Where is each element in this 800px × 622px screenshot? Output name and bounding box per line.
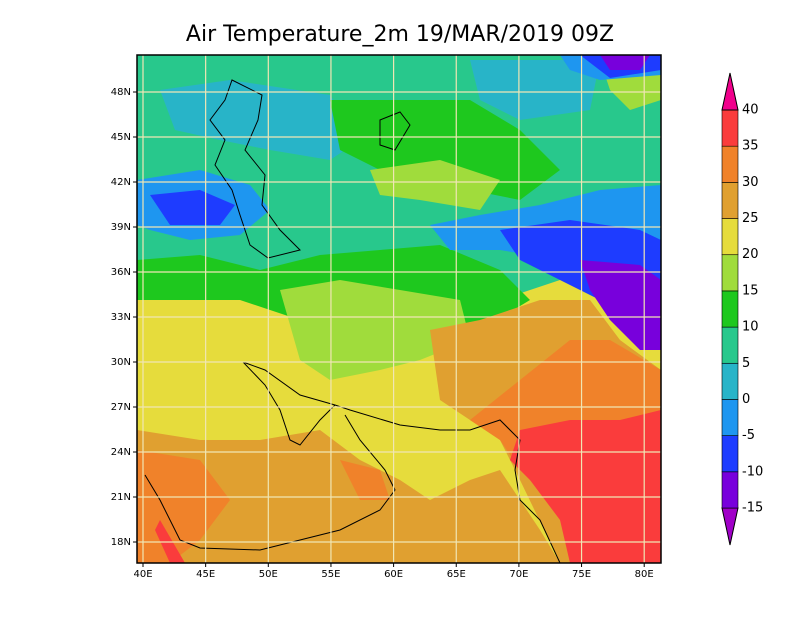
colorbar-label: -5 [742, 428, 755, 443]
colorbar-end [721, 72, 739, 111]
lat-tick-label: 39N [111, 222, 131, 233]
colorbar-band [721, 435, 739, 473]
colorbar-band [721, 145, 739, 183]
colorbar: -15 -10 -5 0 5 10 15 20 25 30 35 40 [721, 72, 763, 546]
region [580, 55, 661, 350]
colorbar-band [721, 254, 739, 292]
colorbar-band [721, 471, 739, 509]
colorbar-band [721, 182, 739, 219]
colorbar-band [721, 362, 739, 400]
region [160, 60, 600, 160]
lon-tick-label: 50E [259, 569, 278, 580]
colorbar-label: -10 [742, 464, 763, 479]
colorbar-band [721, 290, 739, 328]
region [150, 55, 661, 330]
colorbar-end [721, 507, 739, 546]
colorbar-label: 40 [742, 103, 759, 118]
lon-tick-label: 65E [447, 569, 466, 580]
colorbar-label: 10 [742, 320, 759, 335]
colorbar-label: 25 [742, 211, 759, 226]
map-frame [136, 54, 662, 564]
colorbar-label: 0 [742, 392, 750, 407]
lon-tick-label: 60E [384, 569, 403, 580]
colorbar-band [721, 109, 739, 147]
lon-tick-label: 70E [509, 569, 528, 580]
colorbar-band [721, 326, 739, 364]
title: Air Temperature_2m 19/MAR/2019 09Z [186, 22, 614, 47]
lat-tick-label: 42N [111, 177, 131, 188]
lon-tick-label: 55E [321, 569, 340, 580]
lat-tick-label: 27N [111, 402, 131, 413]
lon-tick-label: 40E [133, 569, 152, 580]
lon-tick-label: 75E [572, 569, 591, 580]
temperature-field [137, 55, 661, 563]
region [137, 340, 661, 563]
lat-tick-label: 48N [111, 87, 131, 98]
lat-tick-label: 30N [111, 357, 131, 368]
colorbar-label: 5 [742, 356, 750, 371]
lat-tick-label: 18N [111, 537, 131, 548]
lat-tick-label: 21N [111, 492, 131, 503]
colorbar-band [721, 218, 739, 256]
colorbar-label: 30 [742, 175, 759, 190]
colorbar-label: 20 [742, 247, 759, 262]
region [155, 410, 661, 563]
graticule [137, 55, 661, 563]
colorbar-label: 35 [742, 139, 759, 154]
region [280, 60, 661, 380]
lon-tick-label: 80E [635, 569, 654, 580]
lat-tick-label: 45N [111, 132, 131, 143]
lon-tick-label: 45E [196, 569, 215, 580]
region [137, 55, 661, 270]
colorbar-band [721, 399, 739, 436]
colorbar-label: 15 [742, 283, 759, 298]
lat-tick-label: 24N [111, 447, 131, 458]
coastline [144, 361, 396, 551]
colorbar-label: -15 [742, 501, 763, 516]
lat-tick-label: 33N [111, 312, 131, 323]
lat-tick-label: 36N [111, 267, 131, 278]
